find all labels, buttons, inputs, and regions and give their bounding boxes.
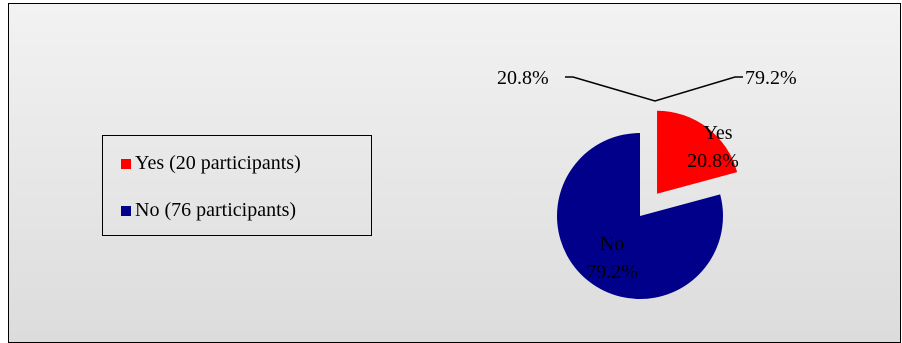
callout-label-no: 79.2% xyxy=(745,67,797,89)
pie-slice-no xyxy=(556,133,723,299)
legend-swatch-no xyxy=(121,205,131,216)
slice-label-yes-percent: 20.8% xyxy=(687,150,739,172)
slice-label-no-percent: 79.2% xyxy=(586,261,638,283)
legend-swatch-yes xyxy=(121,158,131,169)
callout-label-yes: 20.8% xyxy=(497,67,549,89)
legend-label-yes: Yes (20 participants) xyxy=(135,152,301,174)
slice-label-yes-name: Yes xyxy=(703,122,732,144)
chart-legend: Yes (20 participants) No (76 participant… xyxy=(102,135,372,236)
chart-area xyxy=(8,3,901,343)
legend-label-no: No (76 participants) xyxy=(135,199,297,221)
callout-leader-line xyxy=(565,76,743,102)
legend-item-yes: Yes (20 participants) xyxy=(121,152,301,175)
legend-item-no: No (76 participants) xyxy=(121,199,296,222)
pie-slice-yes xyxy=(657,110,738,194)
slice-label-no-name: No xyxy=(600,233,624,255)
